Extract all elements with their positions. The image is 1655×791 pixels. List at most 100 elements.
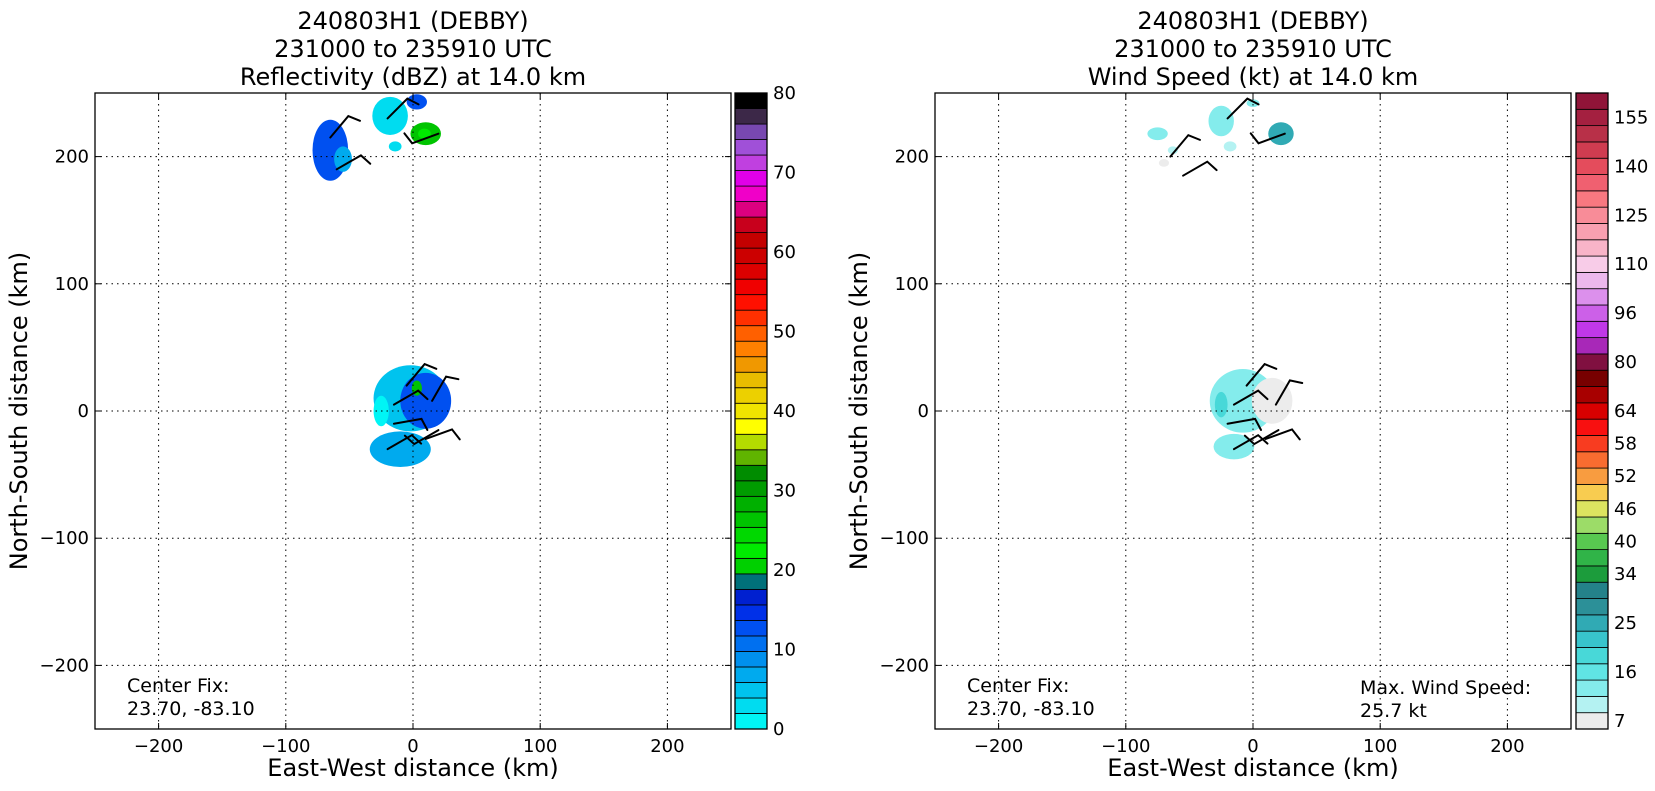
colorbar-cell (734, 418, 768, 435)
title-line-1: 240803H1 (DEBBY) (297, 7, 528, 35)
colorbar-cell (1575, 598, 1609, 616)
colorbar-cell (1575, 712, 1609, 730)
echo-cell (418, 128, 431, 139)
wind-barb (1243, 429, 1280, 446)
colorbar-cell (1575, 516, 1609, 534)
colorbar-cell (734, 123, 768, 140)
echo-cell (1147, 127, 1168, 141)
annotation-text: Center Fix: (967, 675, 1069, 697)
colorbar-cell (1575, 255, 1609, 273)
colorbar-tick-label: 20 (773, 560, 796, 581)
colorbar-cell (1575, 630, 1609, 648)
colorbar-tick-label: 0 (773, 719, 784, 740)
colorbar-cell (734, 185, 768, 202)
colorbar-tick-label: 58 (1614, 434, 1637, 455)
colorbar-cell (734, 526, 768, 544)
colorbar-tick-label: 80 (1614, 352, 1637, 373)
x-tick-label: 0 (407, 736, 418, 757)
colorbar-cell (1575, 647, 1609, 665)
annotation-text: Center Fix: (127, 675, 229, 697)
y-tick-label: 100 (55, 274, 89, 295)
annotation-text: 23.70, -83.10 (127, 698, 255, 720)
wind-speed-panel: 240803H1 (DEBBY)231000 to 235910 UTCWind… (845, 7, 1648, 782)
colorbar-tick-label: 155 (1614, 107, 1648, 128)
wind-barb (1264, 428, 1301, 441)
y-tick-label: 200 (55, 147, 89, 168)
colorbar-frame (734, 92, 768, 730)
colorbar-cell (734, 139, 768, 156)
colorbar-cell (734, 573, 768, 590)
colorbar-cell (1575, 369, 1609, 387)
colorbar-tick-label: 40 (1614, 531, 1637, 552)
echo-layer (1147, 99, 1294, 460)
colorbar-cell (734, 480, 768, 497)
reflectivity-panel: 240803H1 (DEBBY)231000 to 235910 UTCRefl… (5, 7, 796, 782)
wind-barb (403, 429, 440, 446)
colorbar-cell (734, 620, 768, 637)
wind-barb (329, 114, 361, 139)
colorbar-cell (1575, 92, 1609, 110)
echo-cell (1223, 141, 1237, 152)
colorbar-tick-label: 16 (1614, 662, 1637, 683)
colorbar-cell (734, 402, 768, 420)
annotation-text: 25.7 kt (1360, 700, 1427, 722)
colorbar-cell (734, 511, 768, 528)
echo-cell (1251, 377, 1293, 424)
colorbar-cell (1575, 206, 1609, 224)
colorbar-cell (1575, 190, 1609, 208)
colorbar-cell (734, 464, 768, 482)
title-line-3: Reflectivity (dBZ) at 14.0 km (240, 63, 586, 91)
colorbar-cell (1575, 532, 1609, 551)
wind-barb (1232, 389, 1269, 406)
colorbar-cell (734, 713, 768, 730)
echo-layer (312, 94, 452, 467)
y-tick-label: −200 (40, 655, 89, 676)
colorbar-cell (1575, 320, 1609, 339)
colorbar-cell (734, 557, 768, 575)
y-axis-label: North-South distance (km) (5, 252, 33, 571)
title-line-2: 231000 to 235910 UTC (1114, 35, 1392, 63)
colorbar-cell (734, 216, 768, 234)
colorbar-tick-label: 40 (773, 401, 796, 422)
y-axis-label: North-South distance (km) (845, 252, 873, 571)
colorbar-cell (734, 170, 768, 187)
echo-cell (1213, 433, 1255, 460)
colorbar-frame (1575, 92, 1609, 730)
colorbar-cell (734, 666, 768, 683)
colorbar-cell (1575, 581, 1609, 599)
colorbar-tick-label: 30 (773, 481, 796, 502)
wind-barb (392, 389, 429, 406)
colorbar-cell (734, 201, 768, 218)
colorbar-tick-label: 50 (773, 322, 796, 343)
colorbar-cell (1575, 271, 1609, 290)
echo-cell (1208, 105, 1234, 137)
colorbar-cell (734, 449, 768, 466)
echo-cell (1246, 99, 1260, 107)
colorbar-cell (1575, 223, 1609, 241)
colorbar-tick-label: 96 (1614, 303, 1637, 324)
y-tick-label: −200 (880, 655, 929, 676)
x-tick-label: 200 (1490, 736, 1524, 757)
colorbar-cell (734, 232, 768, 249)
title-line-1: 240803H1 (DEBBY) (1137, 7, 1368, 35)
title-line-2: 231000 to 235910 UTC (274, 35, 552, 63)
wind-barb (1274, 379, 1304, 406)
wind-barb (386, 97, 420, 120)
colorbar-cell (1575, 435, 1609, 453)
colorbar-cell (1575, 549, 1609, 567)
colorbar-cell (734, 263, 768, 280)
wind-barb (1245, 362, 1278, 387)
colorbar-cell (734, 604, 768, 621)
wind-barb (431, 375, 460, 402)
colorbar-cell (1575, 304, 1609, 322)
echo-cell (369, 431, 431, 467)
colorbar-tick-label: 64 (1614, 401, 1637, 422)
colorbar-cell (734, 588, 768, 606)
colorbar-cell (734, 325, 768, 342)
colorbar-cell (1575, 663, 1609, 681)
colorbar-tick-label: 70 (773, 163, 796, 184)
colorbar-tick-label: 110 (1614, 254, 1648, 275)
colorbar-cell (734, 108, 768, 125)
wind-barb (1232, 433, 1269, 451)
